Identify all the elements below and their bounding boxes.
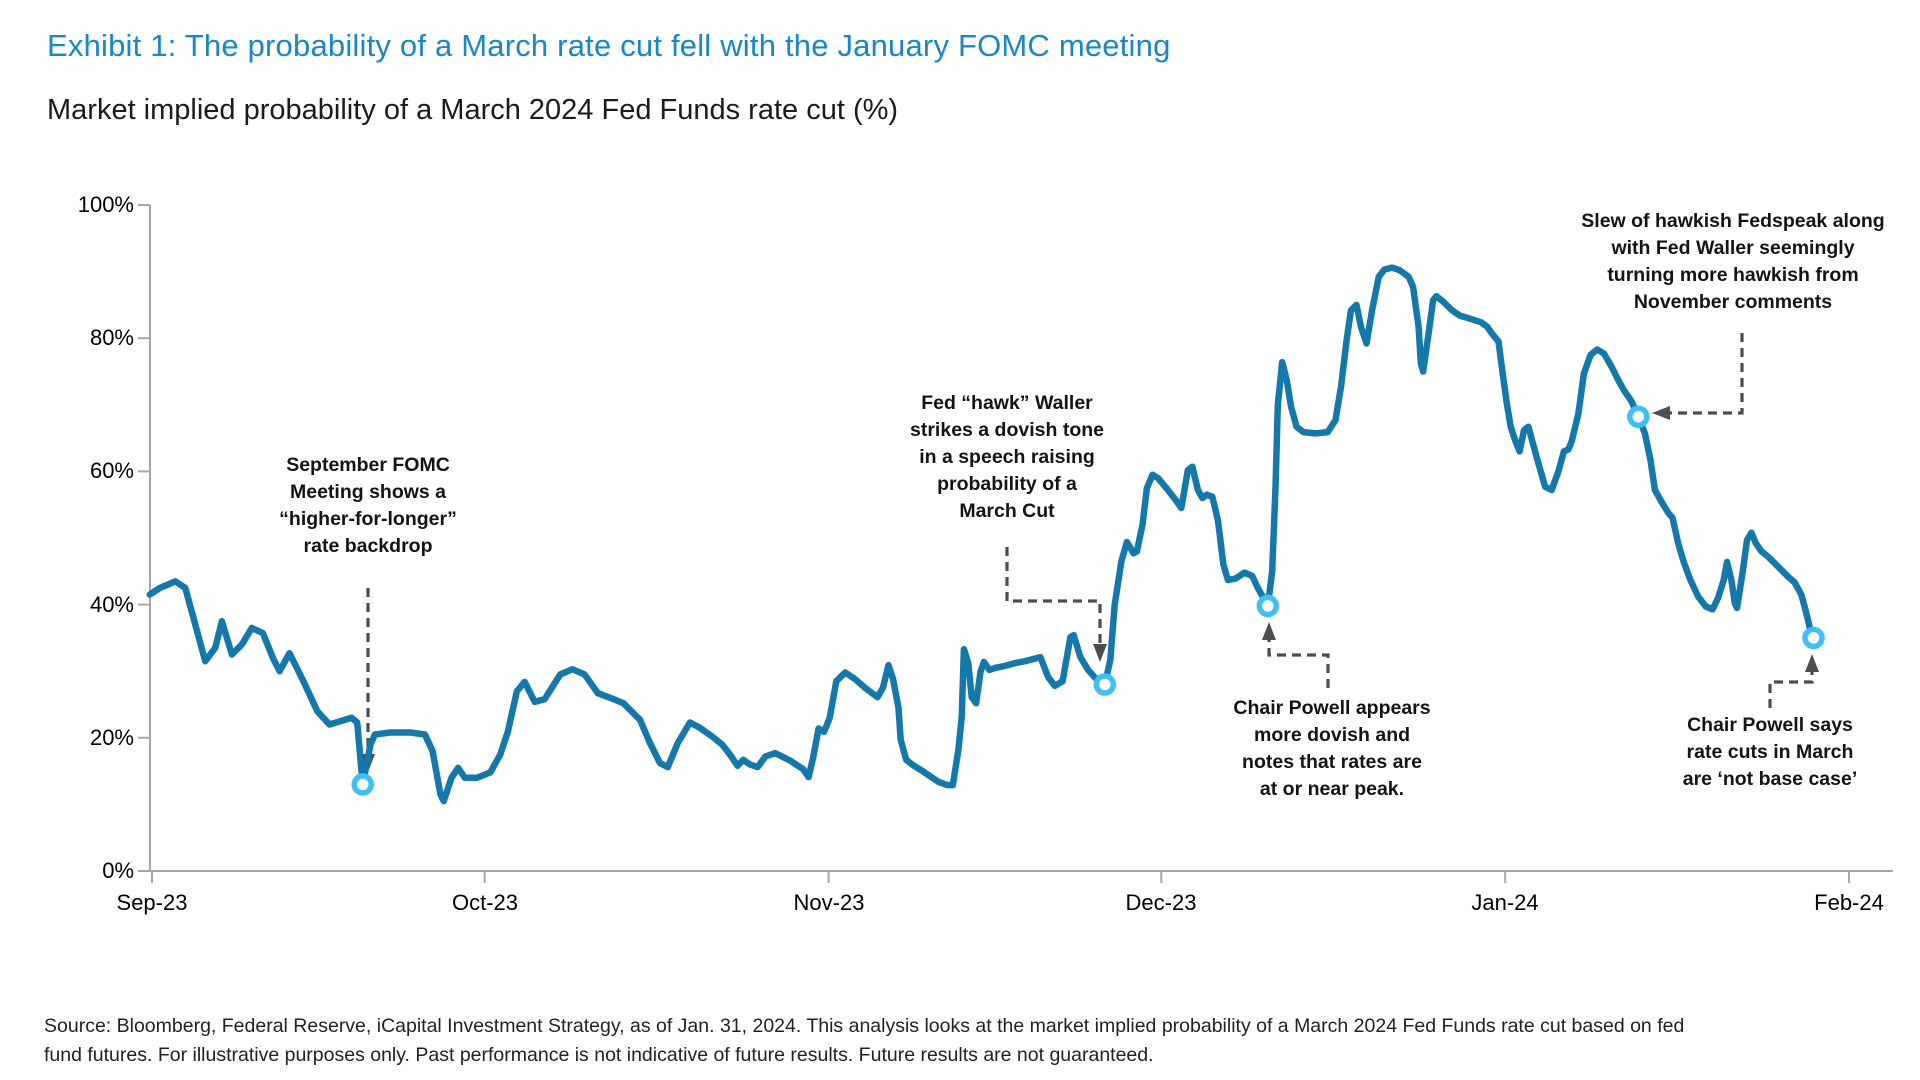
x-tick-label: Nov-23 xyxy=(793,890,865,915)
x-tick-label: Sep-23 xyxy=(116,890,188,915)
annotation-september-fomc: September FOMC Meeting shows a “higher-f… xyxy=(279,454,457,557)
connector-powell-december xyxy=(1267,640,1330,688)
y-tick-label: 60% xyxy=(89,458,134,483)
page-title: Exhibit 1: The probability of a March ra… xyxy=(47,28,1171,63)
connector-waller-dovish xyxy=(1005,547,1102,644)
y-tick-label: 0% xyxy=(102,858,134,883)
event-marker-powell-january xyxy=(1802,626,1825,650)
event-marker-powell-december xyxy=(1256,594,1280,618)
probability-line xyxy=(146,264,1817,805)
event-marker-hawkish-fedspeak xyxy=(1627,405,1650,429)
x-tick-label: Dec-23 xyxy=(1125,890,1197,915)
annotation-powell-january: Chair Powell says rate cuts in March are… xyxy=(1682,714,1858,790)
chart-subtitle: Market implied probability of a March 20… xyxy=(47,94,899,126)
x-tick-label: Feb-24 xyxy=(1814,890,1884,915)
connector-hawkish-fedspeak xyxy=(1670,333,1744,415)
event-marker-september-fomc xyxy=(351,773,374,796)
source-line-2: fund futures. For illustrative purposes … xyxy=(44,1044,1154,1066)
y-tick-label: 40% xyxy=(89,592,134,617)
connector-powell-january xyxy=(1768,672,1814,708)
annotation-hawkish-fedspeak: Slew of hawkish Fedspeak along with Fed … xyxy=(1581,210,1885,313)
source-note: Source: Bloomberg, Federal Reserve, iCap… xyxy=(44,1012,1904,1070)
arrow-left-icon xyxy=(1652,406,1670,420)
y-tick-label: 100% xyxy=(77,192,134,217)
y-tick-label: 20% xyxy=(89,725,134,750)
event-marker-waller-dovish xyxy=(1093,673,1117,696)
arrow-down-icon xyxy=(1093,644,1107,662)
annotation-powell-december: Chair Powell appears more dovish and not… xyxy=(1233,697,1431,800)
arrow-up-icon xyxy=(1805,654,1819,672)
annotation-waller-dovish: Fed “hawk” Waller strikes a dovish tone … xyxy=(910,392,1104,522)
arrow-up-icon xyxy=(1262,622,1276,640)
y-tick-label: 80% xyxy=(89,325,134,350)
x-tick-label: Jan-24 xyxy=(1471,890,1539,915)
x-tick-label: Oct-23 xyxy=(451,890,519,915)
source-line-1: Source: Bloomberg, Federal Reserve, iCap… xyxy=(44,1015,1685,1037)
